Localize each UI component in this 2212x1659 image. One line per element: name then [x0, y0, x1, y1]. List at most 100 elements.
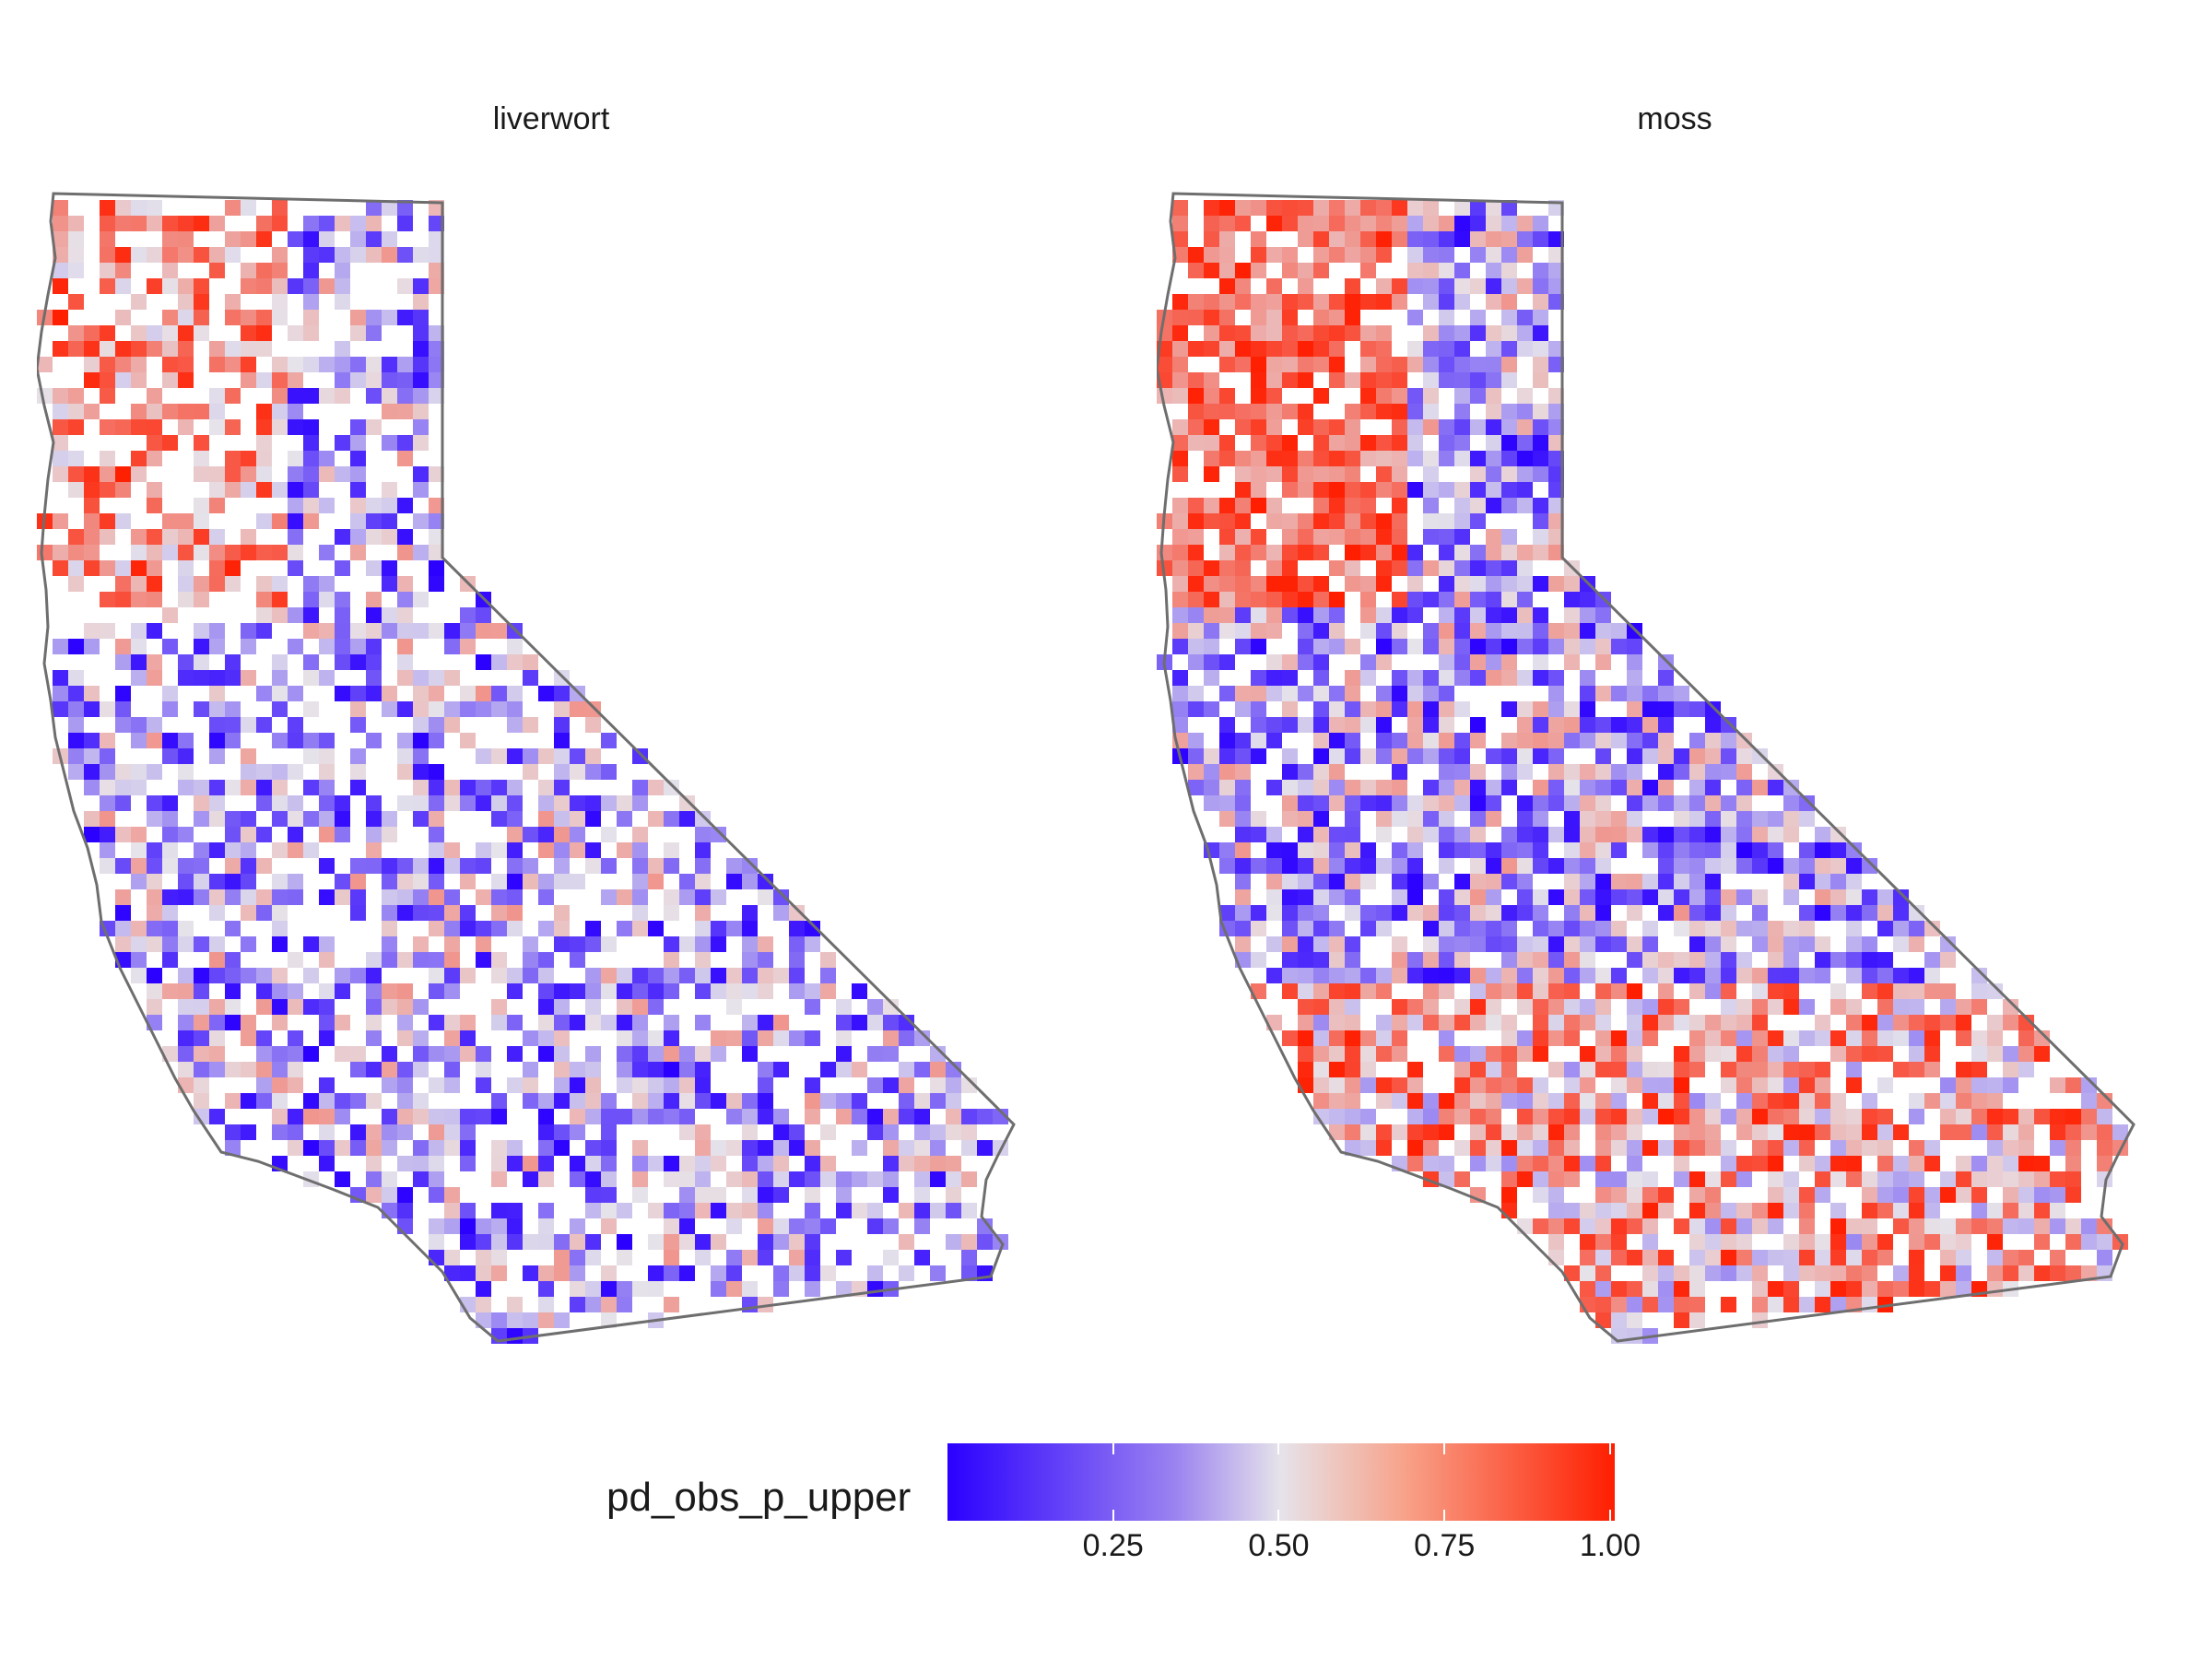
grid-cell [1298, 451, 1313, 466]
grid-cell [1642, 1030, 1658, 1046]
grid-cell [1454, 263, 1470, 278]
grid-cell [1987, 1156, 2003, 1171]
grid-cell [554, 921, 570, 936]
grid-cell [1846, 874, 1862, 889]
grid-cell [1298, 999, 1313, 1015]
grid-cell [2003, 1265, 2018, 1281]
grid-cell [1595, 1265, 1611, 1281]
grid-cell [397, 999, 413, 1015]
grid-cell [1329, 748, 1345, 764]
grid-cell [1376, 247, 1392, 263]
grid-cell [1439, 482, 1454, 498]
grid-cell [601, 1140, 617, 1156]
grid-cell [726, 968, 742, 983]
grid-cell [1611, 686, 1627, 701]
grid-cell [335, 1093, 350, 1109]
grid-cell [1235, 341, 1251, 357]
grid-cell [68, 231, 84, 247]
grid-cell [1329, 231, 1345, 247]
grid-cell [162, 278, 178, 294]
grid-cell [977, 1234, 993, 1250]
grid-cell [209, 341, 225, 357]
grid-cell [53, 451, 68, 466]
grid-cell [946, 1124, 961, 1140]
grid-cell [1595, 748, 1611, 764]
grid-cell [1705, 717, 1721, 733]
grid-cell [711, 968, 726, 983]
grid-cell [1736, 1265, 1752, 1281]
grid-cell [1470, 968, 1486, 983]
grid-cell [1815, 1265, 1830, 1281]
grid-cell [1423, 701, 1439, 717]
grid-cell [1799, 842, 1815, 858]
grid-cell [1548, 1062, 1564, 1077]
grid-cell [1987, 1171, 2003, 1187]
grid-cell [256, 278, 272, 294]
grid-cell [1517, 733, 1533, 748]
grid-cell [1830, 999, 1846, 1015]
grid-cell [1564, 717, 1580, 733]
grid-cell [1407, 560, 1423, 576]
grid-cell [1877, 1030, 1893, 1046]
grid-cell [397, 529, 413, 545]
grid-cell [805, 936, 820, 952]
grid-cell [319, 1140, 335, 1156]
grid-cell [1298, 513, 1313, 529]
grid-cell [1893, 889, 1909, 905]
grid-cell [1595, 795, 1611, 811]
grid-cell [2018, 1203, 2034, 1218]
grid-cell [1533, 357, 1548, 372]
grid-cell [303, 733, 319, 748]
grid-cell [805, 1171, 820, 1187]
grid-cell [1627, 1046, 1642, 1062]
grid-cell [1313, 905, 1329, 921]
grid-cell [1533, 278, 1548, 294]
grid-cell [397, 1203, 413, 1218]
grid-cell [444, 670, 460, 686]
grid-cell [1815, 1030, 1830, 1046]
grid-cell [241, 263, 256, 278]
grid-cell [1721, 748, 1736, 764]
grid-cell [1830, 1250, 1846, 1265]
grid-cell [961, 1250, 977, 1265]
grid-cell [1611, 717, 1627, 733]
grid-cell [1533, 952, 1548, 968]
grid-cell [1674, 968, 1689, 983]
grid-cell [570, 1062, 585, 1077]
grid-cell [366, 827, 382, 842]
grid-cell [1689, 1312, 1705, 1328]
grid-cell [1548, 1156, 1564, 1171]
grid-cell [899, 1140, 914, 1156]
grid-cell [1454, 513, 1470, 529]
grid-cell [1313, 231, 1329, 247]
grid-cell [209, 936, 225, 952]
grid-cell [1454, 921, 1470, 936]
grid-cell [1548, 1124, 1564, 1140]
grid-cell [1439, 310, 1454, 325]
grid-cell [1924, 1187, 1940, 1203]
grid-cell [1564, 1156, 1580, 1171]
grid-cell [1517, 310, 1533, 325]
grid-cell [1830, 1297, 1846, 1312]
grid-cell [1893, 1171, 1909, 1187]
grid-cell [789, 1140, 805, 1156]
grid-cell [444, 1124, 460, 1140]
grid-cell [147, 842, 162, 858]
grid-cell [1517, 1140, 1533, 1156]
grid-cell [350, 1062, 366, 1077]
grid-cell [397, 498, 413, 513]
grid-cell [1877, 1234, 1893, 1250]
grid-cell [303, 357, 319, 372]
grid-cell [930, 1171, 946, 1187]
grid-cell [1736, 748, 1752, 764]
grid-cell [805, 1250, 820, 1265]
grid-cell [1752, 748, 1768, 764]
grid-cell [1329, 1030, 1345, 1046]
grid-cell [1439, 325, 1454, 341]
grid-cell [554, 1093, 570, 1109]
grid-cell [899, 1265, 914, 1281]
grid-cell [100, 811, 115, 827]
grid-cell [115, 936, 131, 952]
grid-cell [1313, 686, 1329, 701]
grid-cell [585, 858, 601, 874]
